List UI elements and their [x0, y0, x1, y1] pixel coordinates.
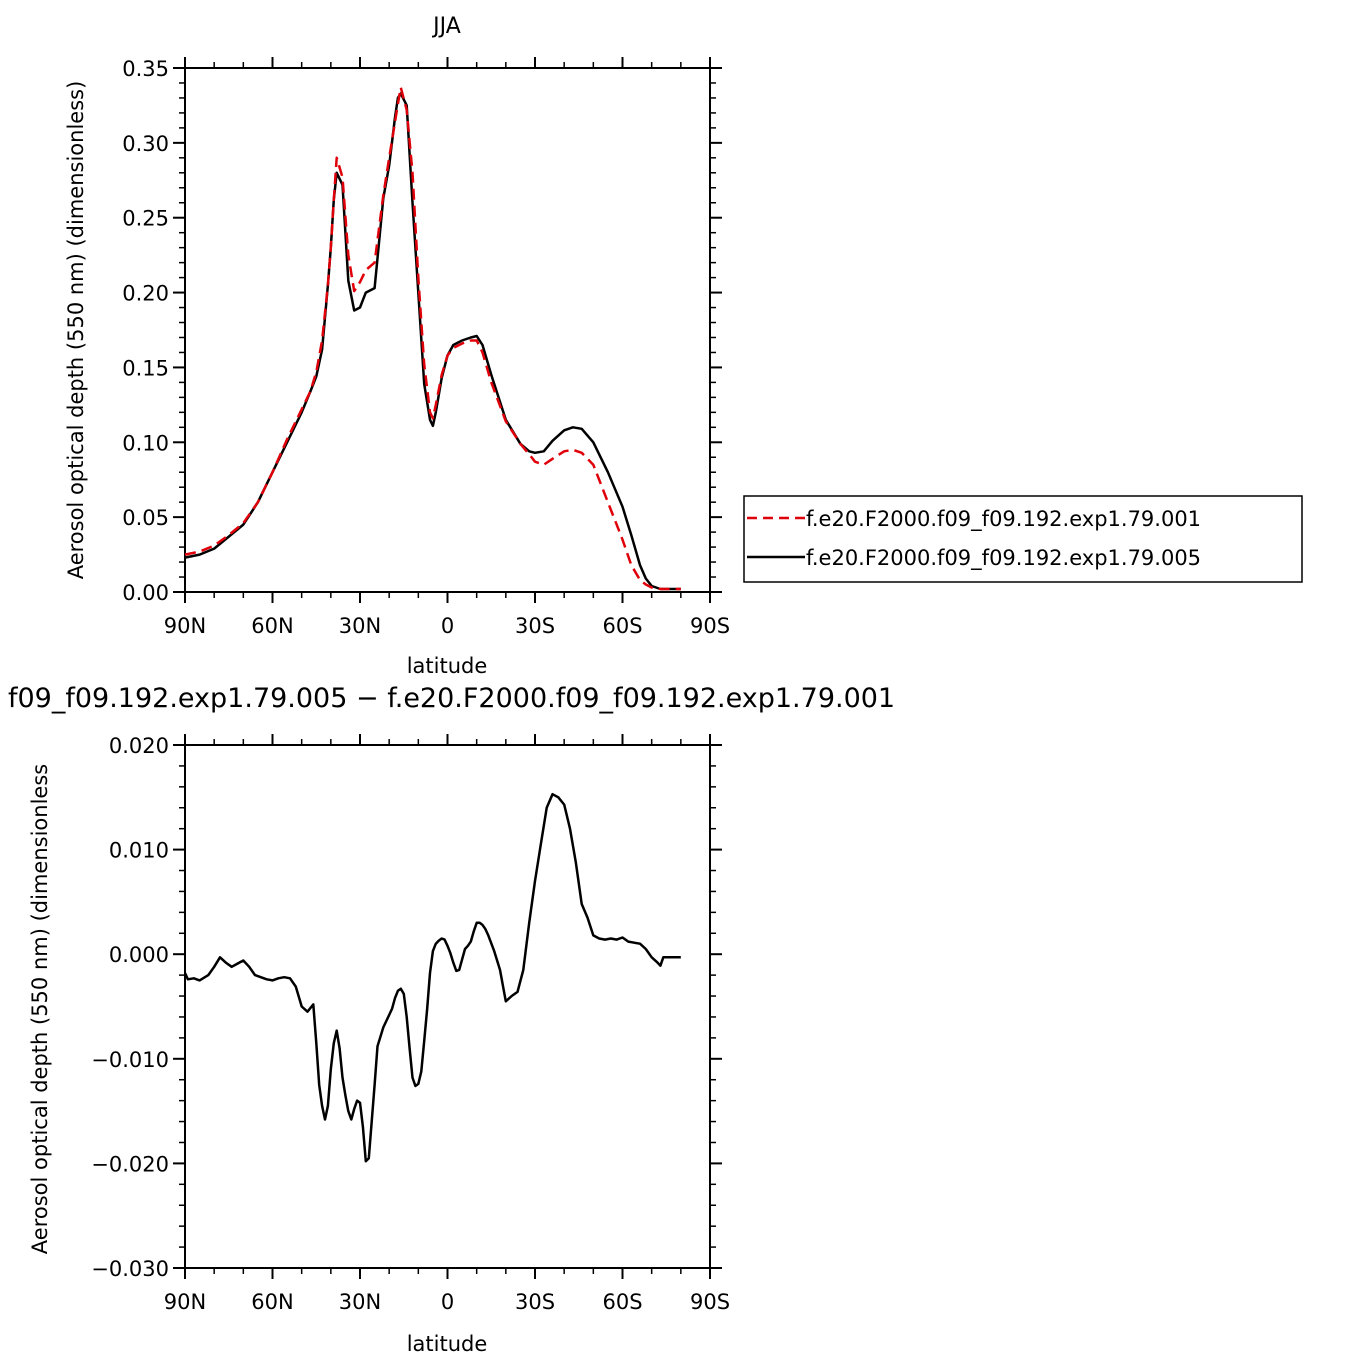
y-tick-label: −0.020 [91, 1152, 169, 1176]
top-y-axis-label: Aerosol optical depth (550 nm) (dimensio… [64, 81, 88, 580]
x-tick-label: 60N [251, 1290, 293, 1314]
y-tick-label: 0.25 [122, 207, 169, 231]
y-tick-label: 0.30 [122, 132, 169, 156]
x-tick-label: 60S [602, 614, 642, 638]
y-tick-label: 0.15 [122, 356, 169, 380]
y-tick-label: −0.030 [91, 1257, 169, 1281]
series-line-1 [183, 792, 681, 1163]
bottom-chart-title: f09_f09.192.exp1.79.005 − f.e20.F2000.f0… [8, 683, 895, 714]
top-chart-title: JJA [431, 14, 461, 39]
x-tick-label: 60N [251, 614, 293, 638]
bottom-plot-frame [184, 744, 711, 1269]
bottom-ticks [173, 734, 722, 1279]
x-tick-label: 0 [441, 614, 454, 638]
x-tick-label: 60S [602, 1290, 642, 1314]
bottom-series-lines [183, 792, 681, 1163]
x-tick-label: 0 [441, 1290, 454, 1314]
legend-box [743, 495, 1303, 583]
bottom-y-tick-labels: 0.020 0.010 0.000 −0.010 −0.020 −0.030 [91, 734, 169, 1281]
y-tick-label: 0.35 [122, 57, 169, 81]
top-y-tick-labels: 0.00 0.05 0.10 0.15 0.20 0.25 0.30 0.35 [122, 57, 169, 605]
x-tick-label: 30N [339, 614, 381, 638]
y-tick-label: 0.00 [122, 581, 169, 605]
top-plot-frame [184, 67, 711, 593]
legend: f.e20.F2000.f09_f09.192.exp1.79.001 f.e2… [743, 495, 1303, 583]
y-tick-label: 0.020 [109, 734, 169, 758]
x-tick-label: 90S [690, 614, 730, 638]
x-tick-label: 90N [164, 1290, 206, 1314]
top-panel: JJA 90N 60N 30N 0 30S 60S 90S 0.00 0.05 0.10 0.15… [64, 14, 1303, 678]
x-tick-label: 30S [515, 614, 555, 638]
legend-label-series-1: f.e20.F2000.f09_f09.192.exp1.79.001 [806, 507, 1201, 532]
y-tick-label: 0.05 [122, 506, 169, 530]
series-line-2 [184, 92, 681, 591]
y-tick-label: 0.20 [122, 282, 169, 306]
bottom-panel: f09_f09.192.exp1.79.005 − f.e20.F2000.f0… [8, 683, 895, 1356]
y-tick-label: 0.000 [109, 943, 169, 967]
x-tick-label: 90S [690, 1290, 730, 1314]
top-ticks [173, 57, 722, 603]
x-tick-label: 30S [515, 1290, 555, 1314]
bottom-x-axis-label: latitude [407, 1332, 488, 1356]
y-tick-label: −0.010 [91, 1048, 169, 1072]
bottom-x-tick-labels: 90N 60N 30N 0 30S 60S 90S [164, 1290, 730, 1314]
top-x-tick-labels: 90N 60N 30N 0 30S 60S 90S [164, 614, 730, 638]
y-tick-label: 0.010 [109, 839, 169, 863]
legend-label-series-2: f.e20.F2000.f09_f09.192.exp1.79.005 [806, 546, 1201, 571]
x-tick-label: 90N [164, 614, 206, 638]
y-tick-label: 0.10 [122, 431, 169, 455]
x-tick-label: 30N [339, 1290, 381, 1314]
top-x-axis-label: latitude [407, 654, 488, 678]
bottom-y-axis-label: Aerosol optical depth (550 nm) (dimensio… [28, 764, 52, 1254]
series-line-1 [184, 86, 681, 591]
top-series-lines [184, 86, 681, 591]
